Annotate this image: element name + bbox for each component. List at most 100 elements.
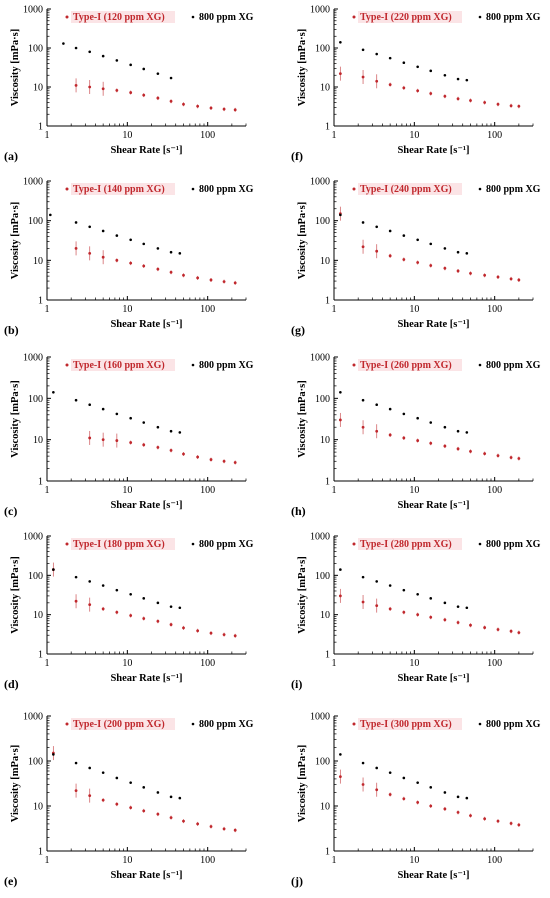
type-i-point <box>196 276 200 280</box>
legend-type-i-marker <box>65 542 69 546</box>
type-i-point <box>456 447 460 451</box>
xg800-point <box>361 575 365 579</box>
type-i-point <box>416 801 420 804</box>
xg800-point <box>429 786 433 789</box>
type-i-point <box>169 623 173 626</box>
xg800-point <box>388 584 392 587</box>
x-axis-label: Shear Rate [s⁻¹] <box>397 319 469 330</box>
type-i-point <box>182 273 185 277</box>
type-i-point <box>361 75 365 79</box>
type-i-point <box>88 436 92 440</box>
xg800-point <box>101 54 105 58</box>
chart-panel: 1 10 100 1000 1 10 100 Shear Rate [s⁻¹] Viscosit… <box>4 5 254 164</box>
type-i-point <box>222 827 226 831</box>
type-i-point <box>429 615 433 619</box>
type-i-point <box>469 450 472 453</box>
xg800-point <box>416 781 419 784</box>
type-i-point <box>129 806 133 810</box>
type-i-point <box>182 452 185 456</box>
x-tick-label: 10 <box>122 855 132 866</box>
x-tick-label: 1 <box>45 130 50 141</box>
type-i-point <box>375 604 379 608</box>
xg800-point <box>129 238 132 242</box>
xg800-point <box>429 242 433 246</box>
legend-type-i-label: Type-I (180 ppm XG) <box>73 539 165 550</box>
type-i-point <box>74 83 78 87</box>
xg800-point <box>169 795 173 799</box>
legend-type-i-label: Type-I (280 ppm XG) <box>360 539 452 550</box>
legend-type-i-marker <box>352 722 356 726</box>
xg800-point <box>129 592 132 596</box>
panel-label: (a) <box>4 149 18 163</box>
legend-xg800-marker <box>191 15 195 19</box>
type-i-point <box>156 812 160 816</box>
y-tick-label: 1000 <box>23 532 43 543</box>
type-i-point <box>209 278 213 282</box>
xg800-point <box>156 791 160 794</box>
x-axis-label: Shear Rate [s⁻¹] <box>110 145 182 156</box>
y-tick-label: 10 <box>33 610 43 621</box>
type-i-point <box>222 280 226 284</box>
xg800-point <box>456 77 460 81</box>
type-i-point <box>416 261 420 264</box>
xg800-point <box>88 580 91 583</box>
xg800-point <box>416 416 419 420</box>
chart-panel: 1 10 100 1000 1 10 100 Shear Rate [s⁻¹] Viscosit… <box>291 177 541 338</box>
legend-xg800-label: 800 ppm XG <box>199 539 254 550</box>
type-i-point <box>142 443 146 447</box>
type-i-point <box>388 793 392 796</box>
type-i-point <box>338 418 342 422</box>
xg800-point <box>129 63 132 67</box>
type-i-point <box>483 817 487 821</box>
type-i-point <box>169 99 173 103</box>
type-i-point <box>156 96 160 100</box>
xg800-point <box>402 588 406 592</box>
chart-panel: 1 10 100 1000 1 10 100 Shear Rate [s⁻¹] Viscosit… <box>4 712 254 889</box>
type-i-point <box>338 594 342 598</box>
xg800-point <box>52 753 55 756</box>
xg800-point <box>101 229 105 233</box>
type-i-point <box>496 102 500 106</box>
y-tick-label: 100 <box>315 757 330 768</box>
xg800-point <box>88 225 91 229</box>
legend-xg800-label: 800 ppm XG <box>486 360 541 371</box>
xg800-point <box>101 407 105 411</box>
type-i-point <box>483 101 487 104</box>
type-i-point <box>101 607 105 611</box>
xg800-point <box>375 225 378 229</box>
type-i-point <box>388 607 392 611</box>
type-i-point <box>496 454 500 458</box>
type-i-point <box>115 610 119 614</box>
type-i-point <box>443 94 447 98</box>
y-axis-label: Viscosity [mPa·s] <box>297 556 308 633</box>
xg800-point <box>178 796 182 800</box>
y-tick-label: 1 <box>38 296 43 307</box>
type-i-point <box>169 270 173 274</box>
legend-background <box>71 11 175 23</box>
x-tick-label: 100 <box>200 130 215 141</box>
type-i-point <box>416 439 420 442</box>
y-axis-label: Viscosity [mPa·s] <box>297 202 308 279</box>
legend-background <box>358 183 462 195</box>
y-tick-label: 10 <box>33 256 43 267</box>
y-tick-label: 10 <box>320 802 330 813</box>
y-tick-label: 1 <box>38 122 43 133</box>
legend-xg800-marker <box>478 542 482 546</box>
panel-label: (h) <box>291 504 306 518</box>
xg800-point <box>402 61 406 64</box>
panel-label: (j) <box>291 874 303 888</box>
xg800-point <box>101 584 105 587</box>
panel-label: (e) <box>4 874 17 888</box>
legend-xg800-label: 800 ppm XG <box>199 184 254 195</box>
type-i-point <box>209 106 213 110</box>
y-tick-label: 1000 <box>310 712 330 723</box>
y-tick-label: 1 <box>38 477 43 488</box>
chart-panel: 1 10 100 1000 1 10 100 Shear Rate [s⁻¹] Viscosit… <box>291 532 541 692</box>
type-i-point <box>233 828 237 832</box>
xg800-point <box>88 50 91 54</box>
legend-xg800-label: 800 ppm XG <box>199 719 254 730</box>
type-i-point <box>129 614 133 617</box>
type-i-point <box>338 775 342 779</box>
type-i-point <box>443 266 447 270</box>
type-i-point <box>402 86 406 90</box>
